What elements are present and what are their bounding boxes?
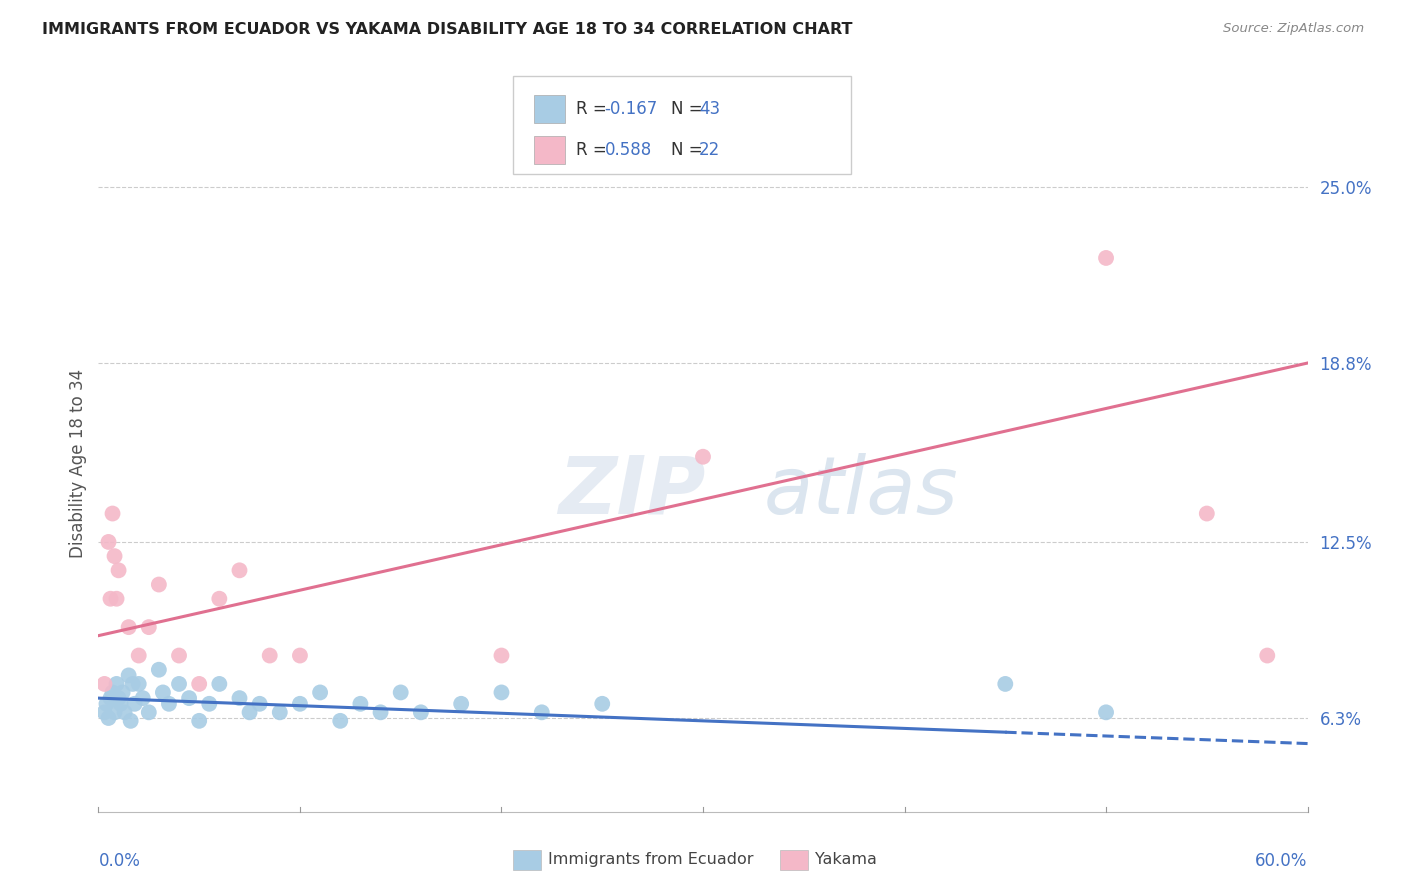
Point — [107, 691, 129, 706]
Point — [105, 677, 128, 691]
Point — [107, 563, 129, 577]
Point — [591, 697, 613, 711]
Point — [96, 697, 118, 711]
Text: R =: R = — [576, 141, 613, 159]
Text: ZIP: ZIP — [558, 452, 706, 531]
Text: Source: ZipAtlas.com: Source: ZipAtlas.com — [1223, 22, 1364, 36]
Text: Immigrants from Ecuador: Immigrants from Ecuador — [548, 853, 754, 867]
Point — [148, 577, 170, 591]
Point — [121, 677, 143, 691]
Point — [128, 648, 150, 663]
Point — [103, 549, 125, 563]
Point — [329, 714, 352, 728]
Text: Yakama: Yakama — [815, 853, 877, 867]
Point — [100, 691, 122, 706]
Point — [97, 711, 120, 725]
Point — [101, 507, 124, 521]
Point — [110, 697, 132, 711]
Point — [167, 648, 190, 663]
Point — [1256, 648, 1278, 663]
Point — [148, 663, 170, 677]
Point — [288, 648, 311, 663]
Point — [692, 450, 714, 464]
Point — [188, 677, 211, 691]
Point — [249, 697, 271, 711]
Point — [370, 706, 392, 720]
Point — [208, 591, 231, 606]
Text: R =: R = — [576, 100, 613, 118]
Text: 43: 43 — [699, 100, 720, 118]
Point — [309, 685, 332, 699]
Text: 60.0%: 60.0% — [1256, 852, 1308, 870]
Point — [1095, 251, 1118, 265]
Text: atlas: atlas — [763, 452, 959, 531]
Point — [259, 648, 281, 663]
Point — [1095, 706, 1118, 720]
Point — [450, 697, 472, 711]
Point — [1195, 507, 1218, 521]
Point — [239, 706, 262, 720]
Point — [349, 697, 371, 711]
Point — [288, 697, 311, 711]
Point — [167, 677, 190, 691]
Point — [124, 697, 146, 711]
Point — [157, 697, 180, 711]
Point — [101, 685, 124, 699]
Text: 0.0%: 0.0% — [98, 852, 141, 870]
Text: IMMIGRANTS FROM ECUADOR VS YAKAMA DISABILITY AGE 18 TO 34 CORRELATION CHART: IMMIGRANTS FROM ECUADOR VS YAKAMA DISABI… — [42, 22, 852, 37]
Text: N =: N = — [671, 100, 707, 118]
Point — [138, 620, 160, 634]
Text: 22: 22 — [699, 141, 720, 159]
Point — [111, 685, 134, 699]
Point — [994, 677, 1017, 691]
Point — [93, 677, 115, 691]
Point — [188, 714, 211, 728]
Point — [132, 691, 155, 706]
Point — [228, 691, 250, 706]
Point — [103, 706, 125, 720]
Point — [409, 706, 432, 720]
Point — [228, 563, 250, 577]
Point — [118, 668, 141, 682]
Y-axis label: Disability Age 18 to 34: Disability Age 18 to 34 — [69, 369, 87, 558]
Point — [179, 691, 201, 706]
Point — [491, 685, 513, 699]
Point — [128, 677, 150, 691]
Point — [118, 620, 141, 634]
Point — [114, 706, 136, 720]
Point — [269, 706, 291, 720]
Point — [530, 706, 553, 720]
Point — [120, 714, 142, 728]
Point — [198, 697, 221, 711]
Text: 0.588: 0.588 — [605, 141, 652, 159]
Point — [152, 685, 174, 699]
Point — [93, 706, 115, 720]
Point — [138, 706, 160, 720]
Point — [208, 677, 231, 691]
Text: N =: N = — [671, 141, 707, 159]
Text: -0.167: -0.167 — [605, 100, 658, 118]
Point — [100, 591, 122, 606]
Point — [105, 591, 128, 606]
Point — [491, 648, 513, 663]
Point — [97, 535, 120, 549]
Point — [389, 685, 412, 699]
